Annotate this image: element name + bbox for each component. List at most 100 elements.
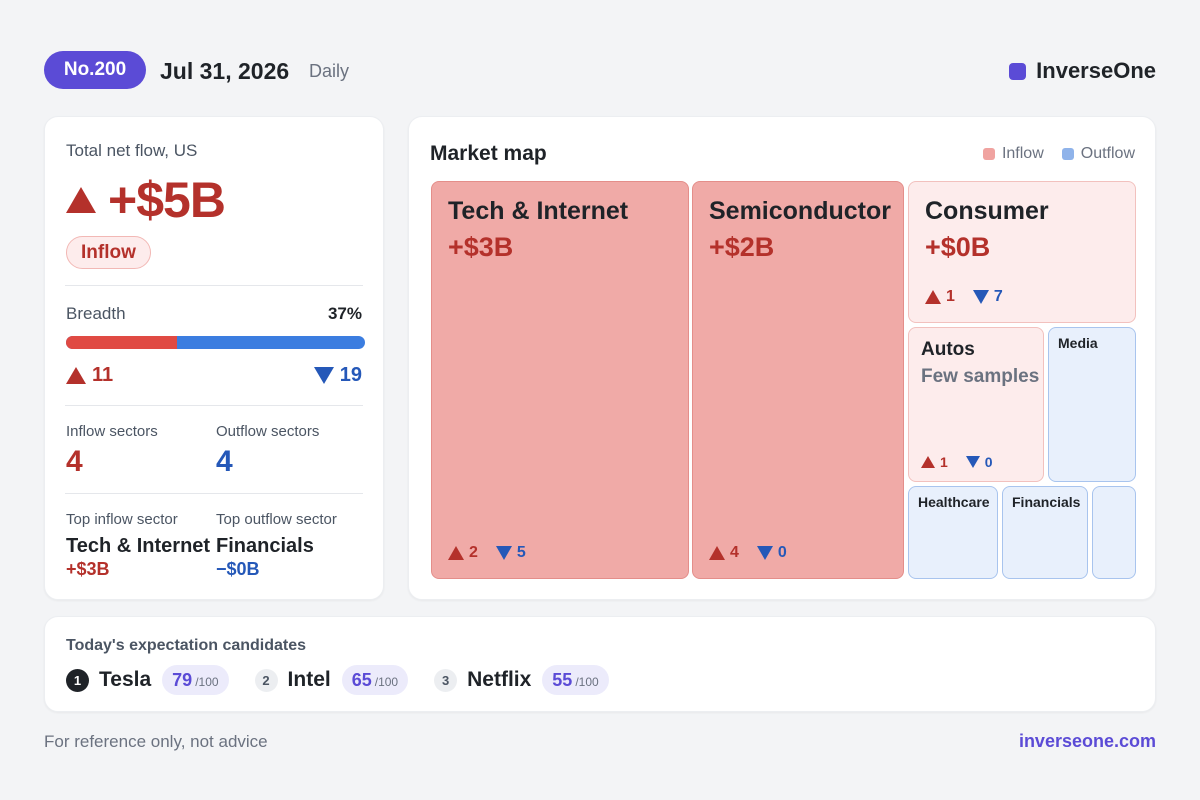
- up-triangle-icon: [66, 367, 86, 384]
- tile-up-count: 4: [730, 544, 739, 561]
- tile-name: Financials: [1012, 494, 1081, 510]
- up-triangle-icon: [925, 290, 941, 304]
- net-flow-label: Total net flow, US: [66, 141, 198, 160]
- legend-outflow: Outflow: [1061, 145, 1135, 163]
- breadth-percent: 37%: [327, 304, 362, 323]
- market-map-legend: Inflow Outflow: [982, 145, 1135, 163]
- top-outflow-label: Top outflow sector: [216, 511, 337, 528]
- score-max: /100: [374, 675, 399, 689]
- tile-down-count: 7: [993, 288, 1003, 305]
- rank-badge: 3: [434, 668, 458, 692]
- tile-name: Media: [1058, 335, 1098, 351]
- candidates-title: Today's expectation candidates: [66, 637, 307, 654]
- outflow-sectors-label: Outflow sectors: [216, 423, 320, 440]
- inflow-swatch-icon: [982, 148, 995, 160]
- tile-counts: 1 0: [921, 454, 993, 470]
- tile-name: Semiconductor: [709, 197, 891, 225]
- candidate-item[interactable]: 1 Tesla 79 /100: [66, 665, 229, 695]
- advancers-count: 11: [66, 364, 113, 387]
- flow-direction-badge: Inflow: [66, 236, 151, 269]
- top-outflow-value: −$0B: [216, 559, 260, 579]
- tile-counts: 2 5: [448, 544, 526, 562]
- tile-up-count: 1: [946, 288, 955, 305]
- issue-badge: No.200: [44, 51, 146, 89]
- advancers-value: 11: [92, 364, 114, 386]
- market-map-card: Market map Inflow Outflow Tech & Interne…: [408, 116, 1156, 600]
- treemap-tile-consumer[interactable]: Consumer +$0B 1 7: [908, 181, 1136, 323]
- treemap-tile-healthcare[interactable]: Healthcare: [908, 486, 998, 579]
- brand-logo-icon: [1009, 62, 1027, 80]
- candidate-name: Tesla: [99, 668, 152, 691]
- up-triangle-icon: [66, 187, 96, 213]
- decliners-count: 19: [313, 364, 362, 387]
- tile-name: Autos: [921, 339, 975, 360]
- candidate-name: Intel: [287, 668, 331, 691]
- treemap-tile-unlabeled[interactable]: [1092, 486, 1136, 579]
- brand-name: InverseOne: [1036, 58, 1156, 83]
- treemap-tile-tech-internet[interactable]: Tech & Internet +$3B 2 5: [431, 181, 689, 579]
- legend-inflow: Inflow: [982, 145, 1044, 163]
- inflow-sectors-count: 4: [66, 445, 83, 478]
- breadth-bar-fill: [66, 336, 177, 349]
- candidate-item[interactable]: 2 Intel 65 /100: [254, 665, 409, 695]
- down-triangle-icon: [972, 290, 989, 304]
- tile-counts: 1 7: [925, 288, 1003, 306]
- net-flow-amount: +$5B: [108, 172, 226, 228]
- tile-up-count: 2: [469, 544, 478, 561]
- score-pill: 55 /100: [542, 665, 609, 695]
- tile-down-count: 0: [777, 544, 787, 561]
- divider: [65, 285, 363, 286]
- tile-counts: 4 0: [709, 544, 787, 562]
- decliners-value: 19: [339, 364, 362, 386]
- top-inflow-sector: Tech & Internet: [66, 535, 211, 557]
- treemap-tile-semiconductor[interactable]: Semiconductor +$2B 4 0: [692, 181, 904, 579]
- report-cadence: Daily: [309, 61, 350, 81]
- outflow-swatch-icon: [1061, 148, 1074, 160]
- down-triangle-icon: [756, 546, 773, 560]
- top-outflow-sector: Financials: [216, 535, 314, 557]
- breadth-label: Breadth: [66, 304, 126, 323]
- header: No.200 Jul 31, 2026 Daily InverseOne: [44, 51, 1156, 91]
- down-triangle-icon: [313, 367, 334, 384]
- candidate-score: 79: [172, 670, 193, 690]
- divider: [65, 493, 363, 494]
- tile-up-count: 1: [940, 454, 948, 470]
- site-link[interactable]: inverseone.com: [1018, 731, 1156, 751]
- tile-value: +$3B: [448, 232, 514, 262]
- treemap-tile-autos[interactable]: Autos Few samples 1 0: [908, 327, 1044, 482]
- legend-outflow-label: Outflow: [1080, 145, 1135, 162]
- down-triangle-icon: [965, 456, 980, 468]
- score-max: /100: [575, 675, 599, 689]
- top-inflow-label: Top inflow sector: [66, 511, 178, 528]
- score-max: /100: [195, 675, 219, 689]
- tile-down-count: 5: [516, 544, 526, 561]
- tile-value: +$0B: [925, 232, 991, 262]
- report-date: Jul 31, 2026: [160, 58, 290, 84]
- disclaimer: For reference only, not advice: [44, 732, 268, 751]
- market-map-title: Market map: [430, 142, 547, 165]
- brand[interactable]: InverseOne: [1009, 58, 1156, 84]
- score-pill: 79 /100: [162, 665, 229, 695]
- net-flow-value: +$5B: [66, 171, 226, 229]
- treemap-tile-media[interactable]: Media: [1048, 327, 1136, 482]
- candidate-item[interactable]: 3 Netflix 55 /100: [434, 665, 609, 695]
- down-triangle-icon: [495, 546, 512, 560]
- net-flow-summary-card: Total net flow, US +$5B Inflow Breadth 3…: [44, 116, 384, 600]
- inflow-sectors-label: Inflow sectors: [66, 423, 158, 440]
- tile-name: Tech & Internet: [448, 197, 629, 225]
- up-triangle-icon: [709, 546, 725, 560]
- treemap-tile-financials[interactable]: Financials: [1002, 486, 1088, 579]
- divider: [65, 405, 363, 406]
- expectation-candidates-card: Today's expectation candidates 1 Tesla 7…: [44, 616, 1156, 712]
- tile-name: Consumer: [925, 197, 1049, 225]
- candidate-name: Netflix: [467, 668, 532, 691]
- legend-inflow-label: Inflow: [1001, 145, 1044, 162]
- rank-badge: 1: [66, 668, 89, 692]
- candidate-score: 55: [552, 670, 573, 690]
- breadth-bar: [66, 336, 365, 349]
- tile-value: Few samples: [921, 366, 1040, 387]
- top-inflow-value: +$3B: [66, 559, 110, 579]
- candidate-score: 65: [351, 670, 372, 690]
- outflow-sectors-count: 4: [216, 445, 233, 478]
- score-pill: 65 /100: [341, 665, 409, 695]
